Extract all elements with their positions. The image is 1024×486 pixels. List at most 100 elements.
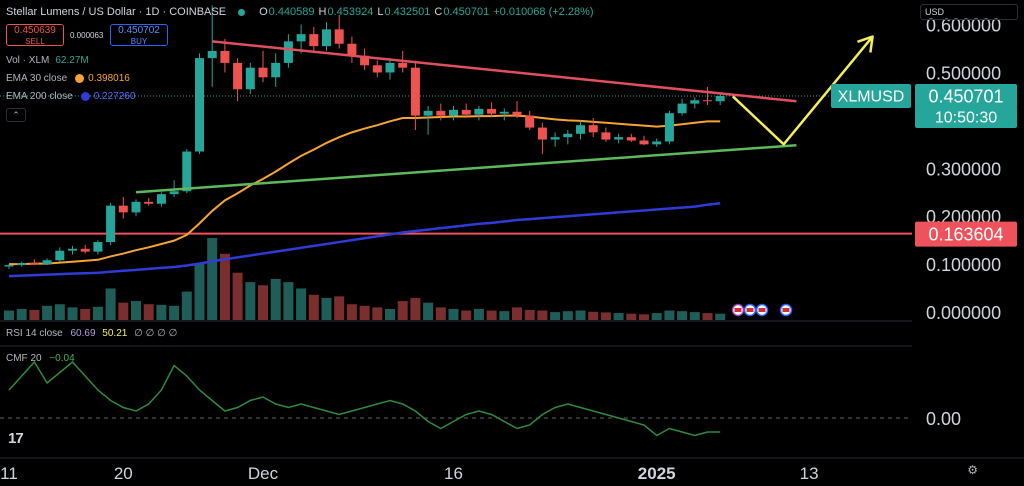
level-price-badge-text: 0.163604 bbox=[928, 225, 1003, 245]
event-flag-icon bbox=[758, 308, 766, 312]
cmf-legend[interactable]: CMF 20 −0.04 bbox=[6, 353, 75, 364]
ema200-legend[interactable]: EMA 200 close 0.227260 bbox=[6, 91, 135, 102]
volume-bar bbox=[664, 310, 675, 320]
volume-bar bbox=[613, 313, 624, 320]
candle bbox=[677, 98, 687, 116]
candle-body bbox=[93, 242, 103, 252]
candle bbox=[537, 122, 547, 154]
cmf-name: CMF 20 bbox=[6, 353, 42, 364]
volume-bar bbox=[29, 309, 40, 320]
volume-bar bbox=[702, 313, 713, 320]
candle bbox=[690, 97, 700, 109]
candle-body bbox=[626, 137, 636, 141]
candle-body bbox=[410, 67, 420, 116]
volume-bar bbox=[54, 304, 65, 320]
candle-body bbox=[80, 248, 90, 252]
ema30-line bbox=[9, 114, 721, 266]
volume-bar bbox=[677, 311, 688, 320]
volume-bar bbox=[118, 302, 129, 320]
candle bbox=[322, 22, 331, 51]
volume-bar bbox=[67, 307, 78, 320]
volume-bar bbox=[80, 308, 91, 320]
candle bbox=[652, 138, 662, 147]
volume-bar bbox=[105, 288, 116, 320]
candle-body bbox=[347, 43, 357, 56]
candle-body bbox=[423, 110, 433, 116]
volume-bar bbox=[321, 297, 332, 320]
sell-label: SELL bbox=[25, 37, 45, 46]
candle bbox=[360, 48, 370, 71]
candle bbox=[639, 135, 649, 146]
volume-bar bbox=[524, 309, 535, 320]
candle-body bbox=[563, 133, 573, 138]
candle-body bbox=[639, 140, 649, 145]
candle-body bbox=[487, 108, 497, 114]
candle bbox=[42, 258, 52, 266]
candle-body bbox=[677, 103, 687, 114]
rsi-value: 60.69 bbox=[70, 328, 96, 339]
candle-body bbox=[42, 260, 52, 265]
volume-value: 62.27M bbox=[55, 55, 89, 66]
candle bbox=[372, 60, 382, 78]
candle bbox=[487, 102, 497, 117]
time-tick-label: 11 bbox=[0, 464, 18, 483]
support-trendline bbox=[135, 144, 797, 194]
candle-body bbox=[283, 41, 293, 63]
candle bbox=[4, 264, 14, 269]
candle-body bbox=[512, 111, 522, 116]
volume-legend[interactable]: Vol · XLM 62.27M bbox=[6, 55, 89, 66]
buy-price: 0.450702 bbox=[118, 25, 160, 36]
candle-body bbox=[55, 250, 65, 261]
cmf-value: −0.04 bbox=[49, 353, 75, 364]
candle bbox=[525, 110, 535, 130]
candle-body bbox=[207, 50, 217, 59]
candle-body bbox=[131, 201, 141, 213]
countdown-badge-bg bbox=[915, 105, 1017, 128]
candle-body bbox=[690, 100, 700, 104]
candle bbox=[207, 5, 217, 87]
candle bbox=[283, 34, 293, 68]
ema30-value: 0.398016 bbox=[88, 73, 130, 84]
time-tick-label: 2025 bbox=[638, 464, 676, 483]
candle bbox=[626, 133, 636, 142]
sell-button[interactable]: 0.450639 SELL bbox=[6, 24, 64, 46]
volume-bar bbox=[232, 272, 243, 320]
candle-body bbox=[182, 151, 192, 192]
volume-bar bbox=[588, 311, 599, 320]
volume-bar bbox=[245, 282, 256, 320]
candle bbox=[550, 132, 560, 147]
candle-body bbox=[29, 263, 39, 265]
candle bbox=[715, 94, 725, 106]
sell-price: 0.450639 bbox=[14, 25, 56, 36]
volume-bar bbox=[207, 238, 218, 320]
candle-body bbox=[474, 108, 484, 115]
time-tick-label: 16 bbox=[444, 464, 463, 483]
last-price-badge: 0.450701 bbox=[915, 83, 1017, 108]
volume-bar bbox=[194, 263, 205, 320]
volume-bar bbox=[562, 311, 573, 320]
open-value: 0.440589 bbox=[268, 6, 315, 18]
rsi-legend[interactable]: RSI 14 close 60.69 50.21 ∅ ∅ ∅ ∅ bbox=[6, 328, 177, 339]
candle-body bbox=[169, 191, 179, 195]
volume-bar bbox=[499, 311, 510, 320]
candle-body bbox=[715, 95, 725, 102]
low-value: 0.432501 bbox=[384, 6, 431, 18]
ema30-color-icon bbox=[75, 74, 85, 83]
currency-select[interactable]: USD bbox=[920, 4, 1018, 20]
ema30-legend[interactable]: EMA 30 close 0.398016 bbox=[6, 73, 130, 84]
time-tick-label: Dec bbox=[248, 464, 279, 483]
candle bbox=[220, 38, 230, 73]
price-tick-label: 0.300000 bbox=[926, 159, 1001, 179]
collapse-legend-button[interactable]: ⌃ bbox=[6, 108, 26, 122]
candle-body bbox=[576, 125, 585, 134]
candle-body bbox=[664, 113, 674, 142]
high-label: H bbox=[318, 6, 327, 18]
time-tick-label: 13 bbox=[800, 464, 819, 483]
candle-body bbox=[156, 194, 166, 204]
symbol-badge: XLMUSD bbox=[831, 83, 911, 108]
buy-button[interactable]: 0.450702 BUY bbox=[110, 24, 168, 46]
settings-gear-icon[interactable]: ⚙ bbox=[967, 463, 978, 477]
candle-body bbox=[144, 201, 154, 204]
candle-body bbox=[525, 115, 535, 128]
